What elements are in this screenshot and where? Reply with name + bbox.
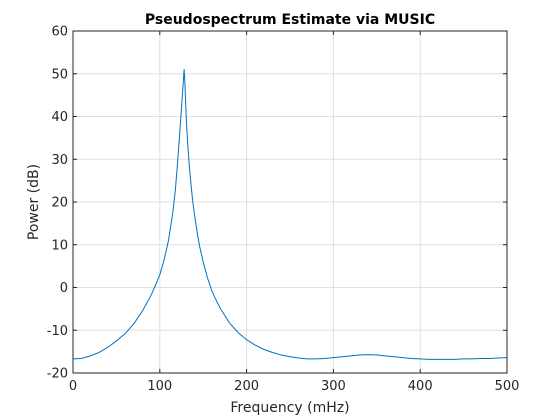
y-tick-label: 60 xyxy=(51,25,68,40)
series-group xyxy=(72,68,508,360)
x-axis-label: Frequency (mHz) xyxy=(230,400,349,416)
x-tick-label: 300 xyxy=(321,379,346,394)
y-tick-label: 50 xyxy=(51,67,68,82)
y-tick-label: 40 xyxy=(51,110,68,125)
y-tick-label: -20 xyxy=(47,367,68,382)
x-tick-label: 0 xyxy=(69,379,77,394)
chart-title: Pseudospectrum Estimate via MUSIC xyxy=(145,12,435,28)
ticks: 0 100 200 300 400 500 -20 -10 0 10 20 30 40 50 60 xyxy=(47,25,520,395)
y-tick-label: 30 xyxy=(51,153,68,168)
y-axis-label: Power (dB) xyxy=(26,164,42,240)
x-tick-label: 100 xyxy=(147,379,172,394)
y-tick-label: 0 xyxy=(60,281,68,296)
series-line-0 xyxy=(72,68,508,360)
y-tick-label: 20 xyxy=(51,196,68,211)
x-tick-label: 200 xyxy=(234,379,259,394)
y-tick-label: -10 xyxy=(47,324,68,339)
x-tick-label: 500 xyxy=(495,379,520,394)
x-tick-label: 400 xyxy=(408,379,433,394)
y-tick-label: 10 xyxy=(51,238,68,253)
